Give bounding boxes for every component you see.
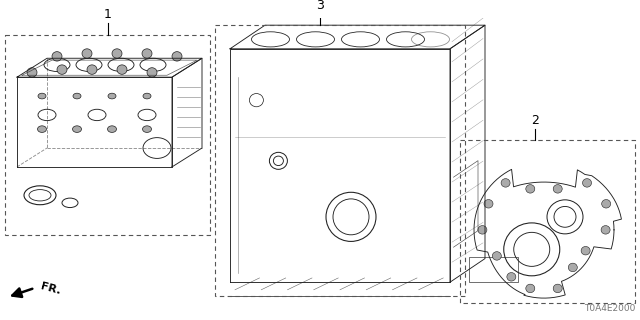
Text: 3: 3 — [316, 0, 324, 12]
Ellipse shape — [108, 126, 116, 132]
Text: 1: 1 — [104, 8, 112, 21]
Circle shape — [142, 49, 152, 58]
Ellipse shape — [108, 93, 116, 99]
Text: T0A4E2000: T0A4E2000 — [584, 304, 635, 313]
Circle shape — [601, 226, 610, 234]
Circle shape — [484, 200, 493, 208]
Circle shape — [553, 185, 562, 193]
Text: FR.: FR. — [39, 281, 61, 296]
Ellipse shape — [143, 93, 151, 99]
Bar — [468, 258, 518, 282]
Circle shape — [602, 200, 611, 208]
Circle shape — [112, 49, 122, 58]
Circle shape — [82, 49, 92, 58]
Circle shape — [147, 68, 157, 77]
Circle shape — [87, 65, 97, 74]
Bar — [5, 35, 210, 235]
Ellipse shape — [73, 93, 81, 99]
Circle shape — [57, 65, 67, 74]
Ellipse shape — [72, 126, 81, 132]
Circle shape — [553, 284, 562, 293]
Ellipse shape — [38, 126, 47, 132]
Circle shape — [478, 226, 487, 234]
Circle shape — [568, 263, 577, 272]
Circle shape — [52, 52, 62, 61]
Bar — [215, 25, 465, 296]
Circle shape — [526, 284, 535, 293]
Ellipse shape — [143, 126, 152, 132]
Circle shape — [526, 185, 535, 193]
Circle shape — [492, 252, 501, 260]
Circle shape — [581, 246, 590, 255]
Ellipse shape — [38, 93, 46, 99]
Bar — [460, 140, 635, 303]
Circle shape — [172, 52, 182, 61]
Circle shape — [117, 65, 127, 74]
Circle shape — [501, 179, 510, 187]
Circle shape — [27, 68, 37, 77]
Text: 2: 2 — [531, 114, 539, 127]
Circle shape — [507, 273, 516, 281]
Circle shape — [582, 179, 591, 187]
